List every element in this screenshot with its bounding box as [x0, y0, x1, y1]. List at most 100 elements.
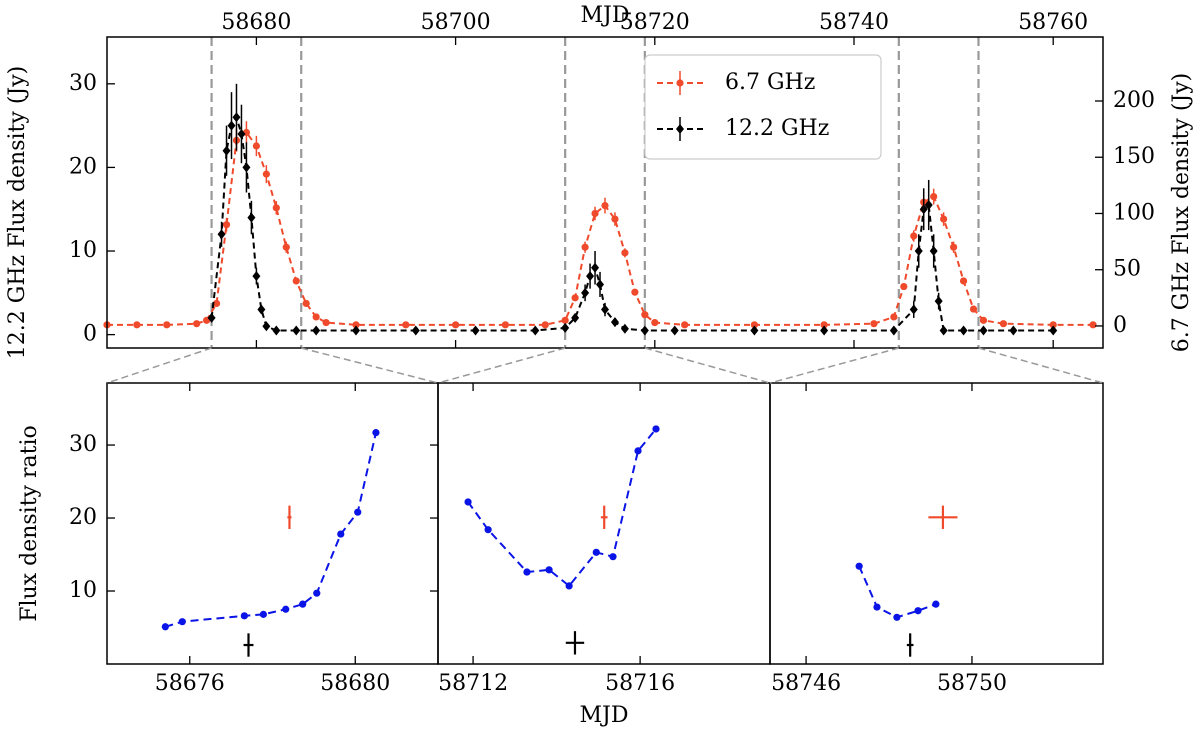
connector: [769, 347, 900, 384]
x-tick-label: 58746: [771, 671, 841, 696]
axes-frame: [769, 382, 1104, 665]
marker: [640, 325, 649, 336]
marker: [601, 304, 609, 315]
marker: [924, 200, 933, 211]
marker: [222, 145, 231, 156]
marker: [932, 600, 940, 608]
marker: [501, 321, 509, 329]
marker: [259, 610, 267, 618]
marker: [750, 321, 759, 329]
legend-marker: [676, 124, 684, 134]
marker: [247, 212, 256, 223]
legend-label: 6.7 GHz: [725, 70, 815, 95]
marker: [1049, 321, 1057, 329]
marker: [596, 279, 605, 290]
connector: [644, 347, 771, 384]
marker: [939, 325, 948, 336]
marker: [133, 321, 141, 329]
y-tick-label: 20: [69, 154, 97, 179]
y2-tick-label: 100: [1113, 200, 1155, 225]
marker: [914, 246, 923, 257]
marker: [282, 243, 290, 251]
marker: [252, 142, 260, 150]
marker: [609, 553, 617, 561]
marker: [561, 316, 569, 324]
marker: [207, 312, 216, 323]
x-axis-label: MJD: [581, 3, 630, 28]
y-tick-label: 10: [69, 238, 97, 263]
marker: [262, 321, 271, 332]
marker: [581, 287, 590, 298]
marker: [631, 288, 639, 296]
marker: [484, 526, 492, 534]
series-line: [467, 428, 657, 588]
legend-marker: [676, 79, 684, 87]
x-tick-label: 58720: [620, 10, 690, 35]
series-line: [210, 114, 1054, 332]
marker: [999, 320, 1008, 328]
connector: [301, 347, 439, 384]
marker: [299, 600, 307, 608]
marker: [940, 215, 948, 223]
y-axis-label: Flux density ratio: [17, 425, 42, 622]
x-tick-label: 58712: [438, 671, 508, 696]
marker: [272, 204, 280, 212]
marker: [217, 229, 226, 240]
y2-axis-label: 6.7 GHz Flux density (Jy): [1169, 73, 1194, 352]
marker: [471, 325, 480, 336]
marker: [873, 603, 881, 611]
marker: [641, 311, 649, 319]
marker: [372, 429, 380, 437]
x-tick-label: 58700: [421, 10, 491, 35]
marker: [591, 262, 600, 273]
marker: [227, 120, 236, 131]
marker: [601, 202, 609, 210]
x-tick-label: 58676: [155, 671, 225, 696]
marker: [611, 215, 619, 223]
marker: [959, 277, 968, 285]
marker: [262, 170, 270, 178]
marker: [610, 317, 619, 328]
marker: [352, 325, 360, 336]
marker: [302, 299, 310, 308]
x-tick-label: 58750: [937, 671, 1007, 696]
marker: [889, 325, 898, 336]
y-tick-label: 0: [83, 322, 97, 347]
marker: [193, 320, 201, 328]
marker: [464, 498, 472, 506]
marker: [634, 447, 642, 455]
marker: [959, 325, 968, 336]
marker: [909, 304, 918, 315]
marker: [820, 325, 829, 336]
marker: [1089, 321, 1097, 329]
marker: [312, 325, 321, 336]
axes-frame: [106, 382, 439, 665]
marker: [354, 508, 362, 516]
series-line: [165, 432, 377, 628]
marker: [1049, 325, 1058, 336]
marker: [292, 325, 301, 336]
y-tick-label: 30: [69, 71, 97, 96]
series-line: [858, 565, 937, 619]
marker: [592, 548, 600, 556]
marker: [313, 589, 321, 597]
marker: [312, 313, 320, 321]
marker: [242, 162, 251, 173]
marker: [282, 605, 290, 613]
marker: [855, 562, 863, 570]
marker: [561, 322, 570, 333]
marker: [222, 221, 231, 229]
marker: [571, 294, 579, 302]
marker: [969, 305, 978, 313]
y2-tick-label: 0: [1113, 313, 1127, 338]
marker: [929, 246, 938, 257]
x-tick-label: 58740: [819, 10, 889, 35]
marker: [240, 612, 248, 620]
marker: [232, 112, 241, 123]
y-tick-label: 20: [69, 505, 97, 530]
y2-tick-label: 150: [1113, 144, 1155, 169]
marker: [252, 271, 261, 282]
marker: [979, 316, 988, 324]
marker: [914, 607, 922, 615]
y-tick-label: 10: [69, 578, 97, 603]
